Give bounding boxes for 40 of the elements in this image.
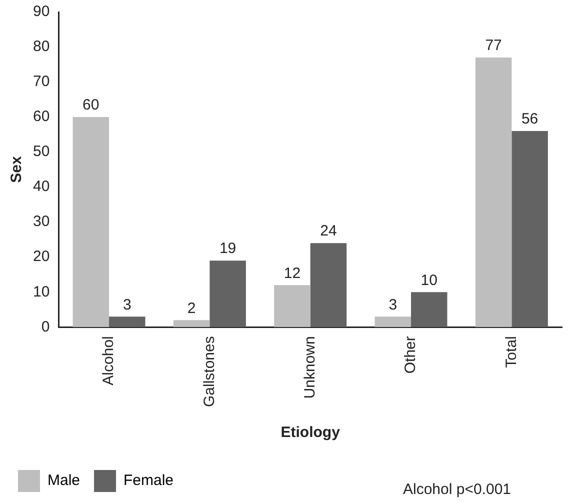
- x-tick-label: Alcohol: [100, 336, 118, 386]
- data-label: 60: [82, 96, 100, 114]
- data-label: 3: [122, 296, 132, 314]
- data-label: 10: [420, 272, 438, 289]
- bar: [475, 58, 512, 328]
- data-label: 24: [320, 222, 337, 240]
- bar: [374, 316, 412, 328]
- x-tick-label: Gallstones: [200, 336, 218, 408]
- x-tick-label: Total: [502, 336, 520, 368]
- y-tick-label: 0: [41, 318, 50, 336]
- data-label: 19: [219, 240, 236, 258]
- y-tick-label: 60: [32, 108, 50, 126]
- bar: [109, 316, 146, 328]
- y-tick-label: 80: [32, 38, 50, 56]
- y-tick-label: 30: [32, 213, 50, 230]
- data-label: 12: [284, 264, 301, 282]
- data-label: 56: [521, 110, 538, 128]
- legend-label: Male: [48, 472, 80, 490]
- y-tick-label: 90: [32, 3, 50, 20]
- x-axis-title: Etiology: [280, 424, 341, 442]
- data-label: 77: [485, 37, 502, 54]
- data-label: 3: [388, 296, 398, 314]
- legend-label: Female: [124, 472, 174, 490]
- bar: [72, 117, 110, 328]
- y-axis-title: Sex: [8, 156, 26, 183]
- bar: [512, 131, 548, 328]
- y-tick-label: 50: [32, 143, 50, 160]
- x-tick-label: Other: [402, 336, 420, 374]
- bar: [210, 260, 246, 328]
- y-tick-label: 40: [32, 178, 50, 196]
- bar: [274, 285, 310, 328]
- bar: [173, 320, 210, 328]
- bar: [310, 243, 347, 328]
- y-tick-label: 20: [32, 248, 50, 266]
- data-label: 2: [187, 300, 196, 317]
- y-tick-label: 70: [32, 73, 50, 90]
- x-tick-label: Unknown: [301, 336, 318, 399]
- bar: [411, 292, 448, 328]
- text: Alcohol p<0.001: [403, 481, 512, 498]
- y-tick-label: 10: [32, 283, 50, 300]
